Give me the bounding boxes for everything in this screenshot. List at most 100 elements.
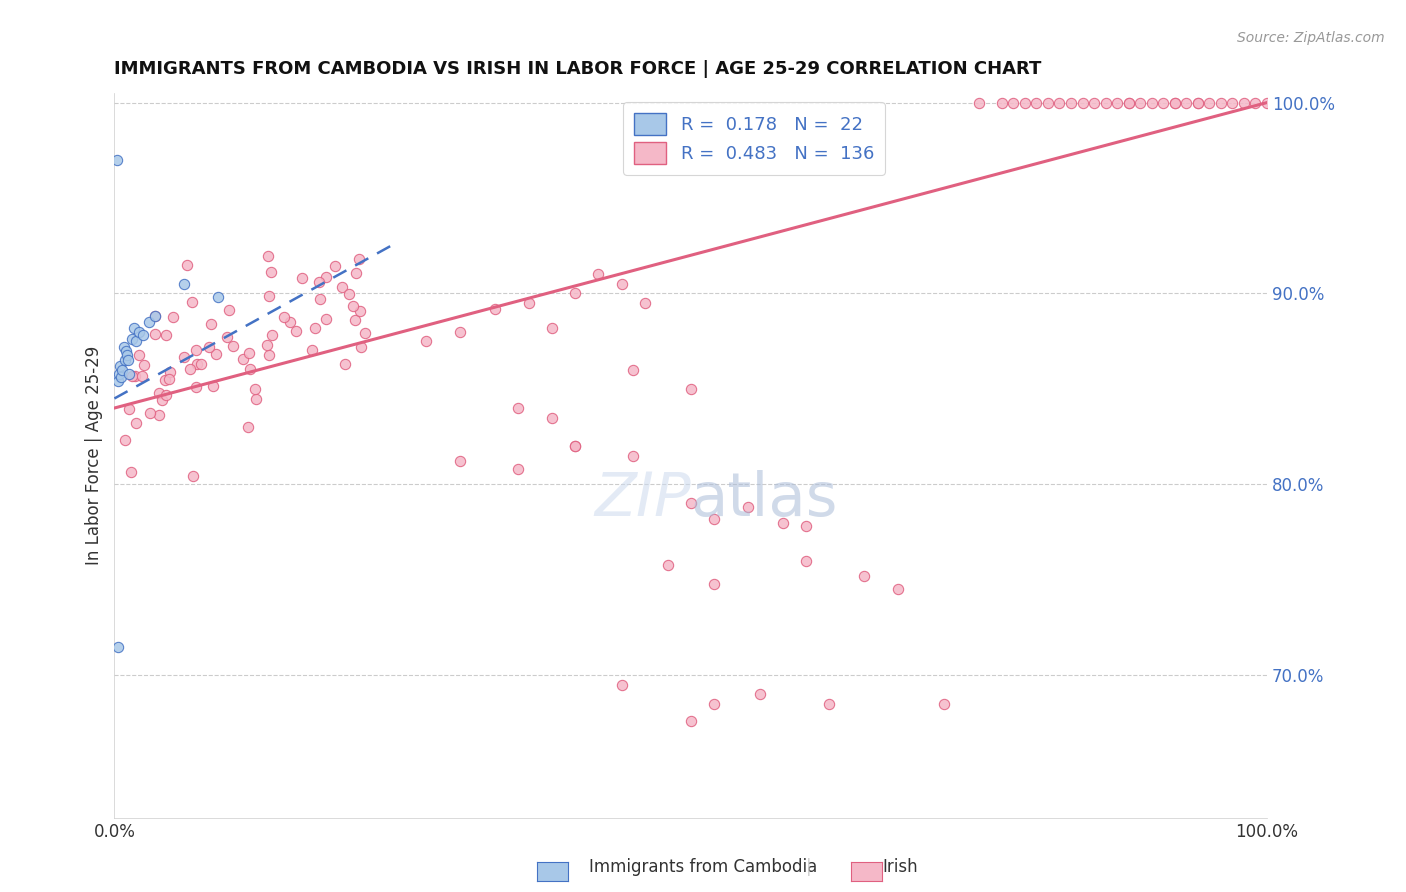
Text: |: | [806,858,811,876]
Point [125,417,148,431]
Point [257,248,280,262]
Point [143,326,166,341]
Legend: R =  0.178   N =  22, R =  0.483   N =  136: R = 0.178 N = 22, R = 0.483 N = 136 [623,102,884,175]
Point [122,321,145,335]
Text: atlas: atlas [690,470,838,529]
Point [184,380,207,394]
Y-axis label: In Labor Force | Age 25-29: In Labor Force | Age 25-29 [86,346,103,566]
Point [132,328,155,343]
Point [273,310,295,325]
Point [232,352,254,367]
Point [184,343,207,357]
Point [794,554,817,568]
Point [315,269,337,284]
Point [125,334,148,349]
Point [621,363,644,377]
Point [818,697,841,711]
Point [155,374,177,388]
Point [205,347,228,361]
Point [107,640,129,654]
Point [290,270,312,285]
Point [155,388,177,402]
Point [1118,95,1140,110]
Point [143,309,166,323]
Point [239,362,262,376]
Point [260,327,283,342]
Point [176,258,198,272]
Point [484,301,506,316]
Point [256,337,278,351]
Point [610,678,633,692]
Point [143,310,166,324]
Point [1256,95,1278,110]
Point [308,275,330,289]
Point [179,361,201,376]
Point [155,328,177,343]
Point [541,410,564,425]
Point [703,512,725,526]
Point [610,277,633,291]
Point [120,465,142,479]
Point [309,293,332,307]
Point [114,353,136,368]
Point [108,359,131,373]
Point [703,697,725,711]
Point [1209,95,1232,110]
Point [128,348,150,362]
Point [148,386,170,401]
Point [342,300,364,314]
Point [1107,95,1129,110]
Point [415,334,437,349]
Point [449,454,471,468]
Point [633,296,655,310]
Point [173,277,195,291]
Point [245,392,267,407]
Point [157,372,180,386]
Point [117,353,139,368]
Point [284,324,307,338]
Point [1187,95,1209,110]
Point [679,496,702,510]
Point [564,286,586,301]
Point [772,516,794,530]
Point [152,393,174,408]
Point [337,287,360,301]
Point [278,315,301,329]
Point [1014,95,1036,110]
Point [1198,95,1220,110]
Point [991,95,1014,110]
Text: ZIP: ZIP [593,470,690,529]
Point [201,379,224,393]
Point [1025,95,1047,110]
Point [679,382,702,396]
Point [1060,95,1083,110]
Text: Irish: Irish [882,858,918,876]
Point [1175,95,1198,110]
Point [301,343,323,358]
Point [335,357,357,371]
Point [112,340,135,354]
Point [236,419,259,434]
Point [243,383,266,397]
Point [186,357,208,371]
Point [506,401,529,415]
Point [449,325,471,339]
Point [1152,95,1174,110]
Point [110,370,132,384]
Point [118,402,141,417]
Point [1187,95,1209,110]
Point [218,303,240,318]
Point [1163,95,1185,110]
Point [323,259,346,273]
Point [353,326,375,340]
Point [217,329,239,343]
Point [564,439,586,453]
Point [124,369,146,384]
Point [1244,95,1267,110]
Point [349,304,371,318]
Text: Source: ZipAtlas.com: Source: ZipAtlas.com [1237,31,1385,45]
Point [934,697,956,711]
Point [541,321,564,335]
Point [107,374,129,388]
Point [344,313,367,327]
